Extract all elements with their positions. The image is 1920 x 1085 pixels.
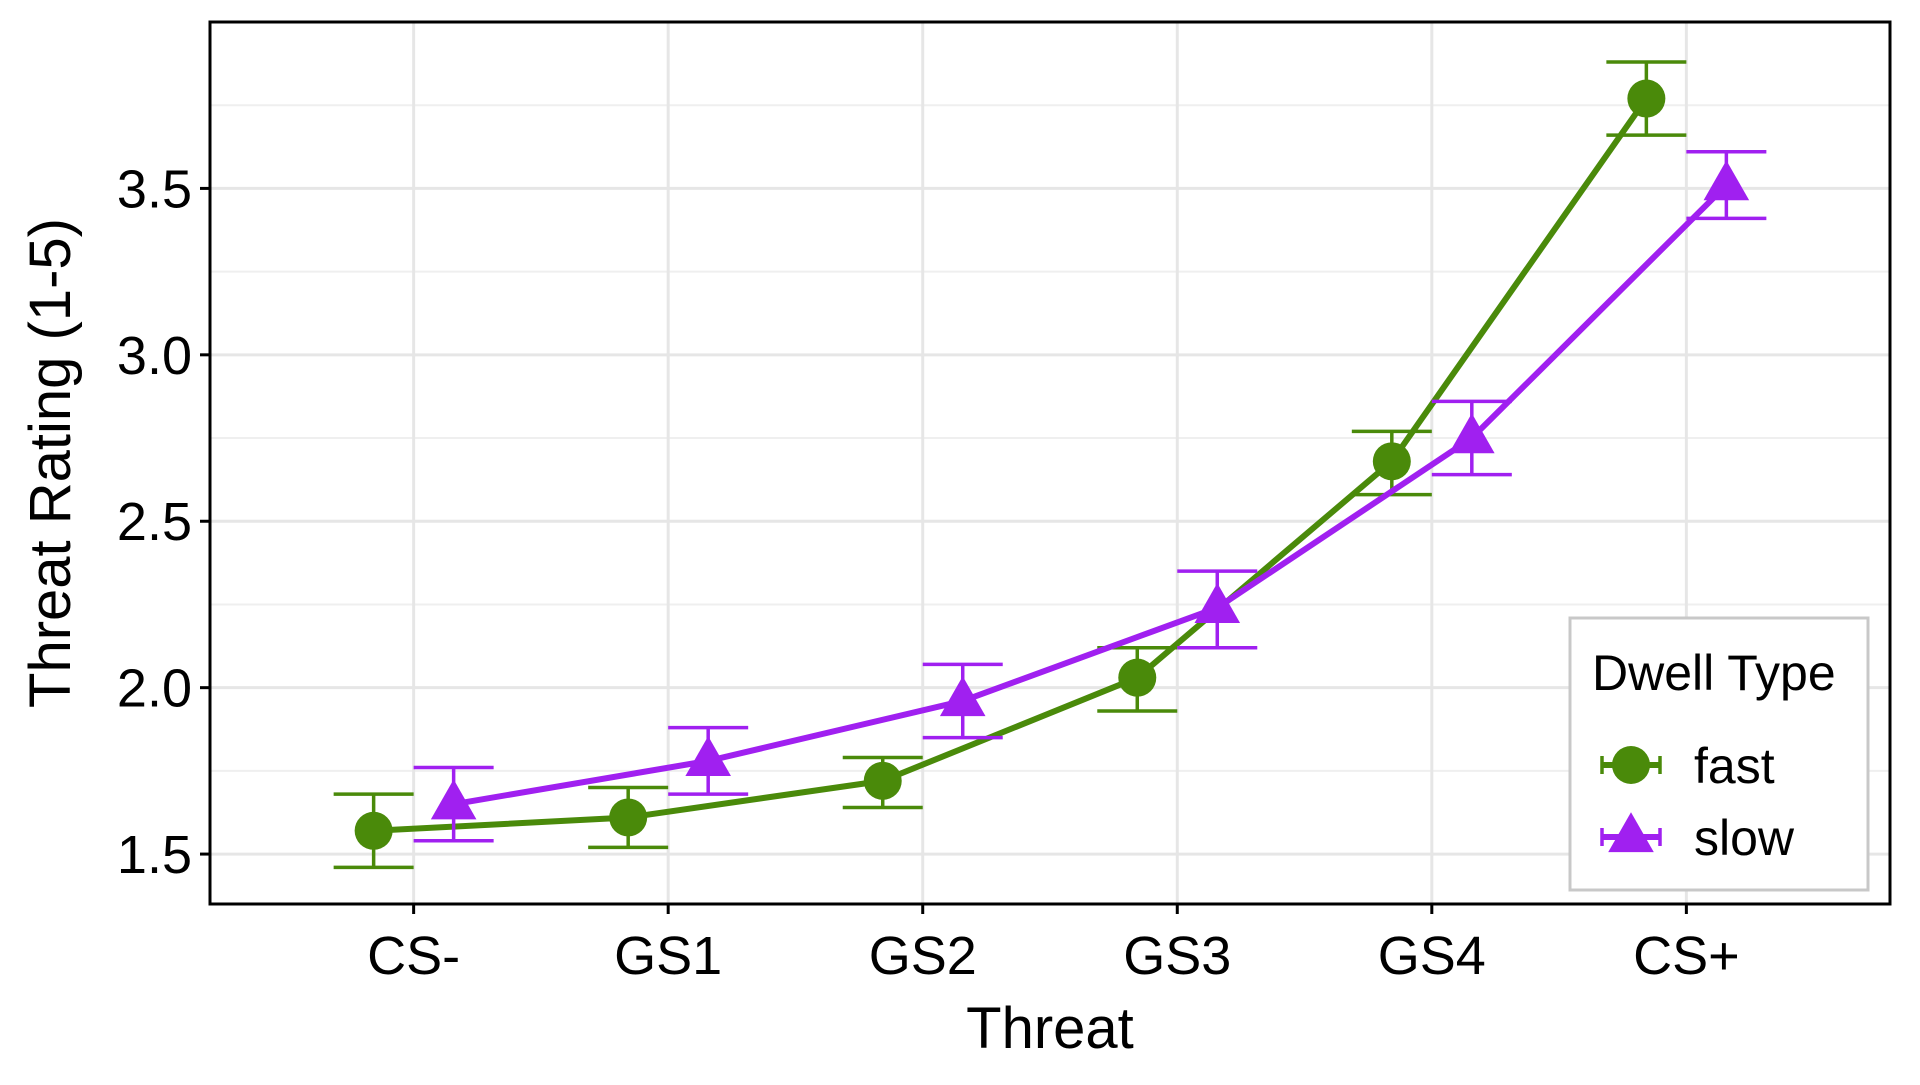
x-tick-label: CS- xyxy=(367,926,460,986)
data-point-fast xyxy=(1372,442,1411,481)
series-slow xyxy=(413,150,1767,843)
data-point-fast xyxy=(1627,79,1666,118)
data-point-slow xyxy=(430,779,477,820)
legend: Dwell Type fast slow xyxy=(1568,616,1870,892)
data-point-fast xyxy=(354,811,393,850)
data-point-fast xyxy=(863,761,902,800)
plot-panel-border xyxy=(208,20,1892,906)
y-tick-label: 2.0 xyxy=(117,659,192,719)
data-point-slow xyxy=(939,676,986,717)
legend-marker-fast xyxy=(1612,746,1650,784)
legend-item-fast: fast xyxy=(1600,738,1775,794)
x-axis-title: Threat xyxy=(966,996,1134,1061)
series-fast xyxy=(333,60,1687,870)
data-point-slow xyxy=(1449,413,1495,454)
y-tick-label: 3.5 xyxy=(117,159,192,219)
data-point-slow xyxy=(1703,160,1750,201)
data-point-slow xyxy=(1194,583,1241,623)
data-point-fast xyxy=(609,798,648,837)
x-tick-label: GS2 xyxy=(869,926,977,986)
legend-marker-slow xyxy=(1608,812,1654,853)
axes: 1.5 2.0 2.5 3.0 3.5 CS- GS1 GS2 GS3 GS4 CS+ xyxy=(117,159,1740,986)
y-axis-title: Threat Rating (1-5) xyxy=(18,218,83,708)
legend-item-slow: slow xyxy=(1600,810,1795,866)
y-tick-label: 2.5 xyxy=(117,492,192,552)
x-tick-label: GS3 xyxy=(1123,926,1231,986)
legend-label-slow: slow xyxy=(1694,810,1795,866)
series-line-slow xyxy=(453,182,1729,808)
series-line-fast xyxy=(373,96,1649,834)
y-tick-label: 1.5 xyxy=(117,825,192,885)
y-tick-label: 3.0 xyxy=(117,326,192,386)
x-tick-label: GS4 xyxy=(1378,926,1486,986)
data-point-fast xyxy=(1118,658,1157,697)
series-layer xyxy=(333,60,1767,870)
x-tick-label: CS+ xyxy=(1633,926,1740,986)
data-point-slow xyxy=(685,736,731,777)
legend-title: Dwell Type xyxy=(1592,645,1836,701)
x-tick-label: GS1 xyxy=(614,926,722,986)
legend-items: fast slow xyxy=(1600,738,1795,866)
legend-label-fast: fast xyxy=(1694,738,1775,794)
